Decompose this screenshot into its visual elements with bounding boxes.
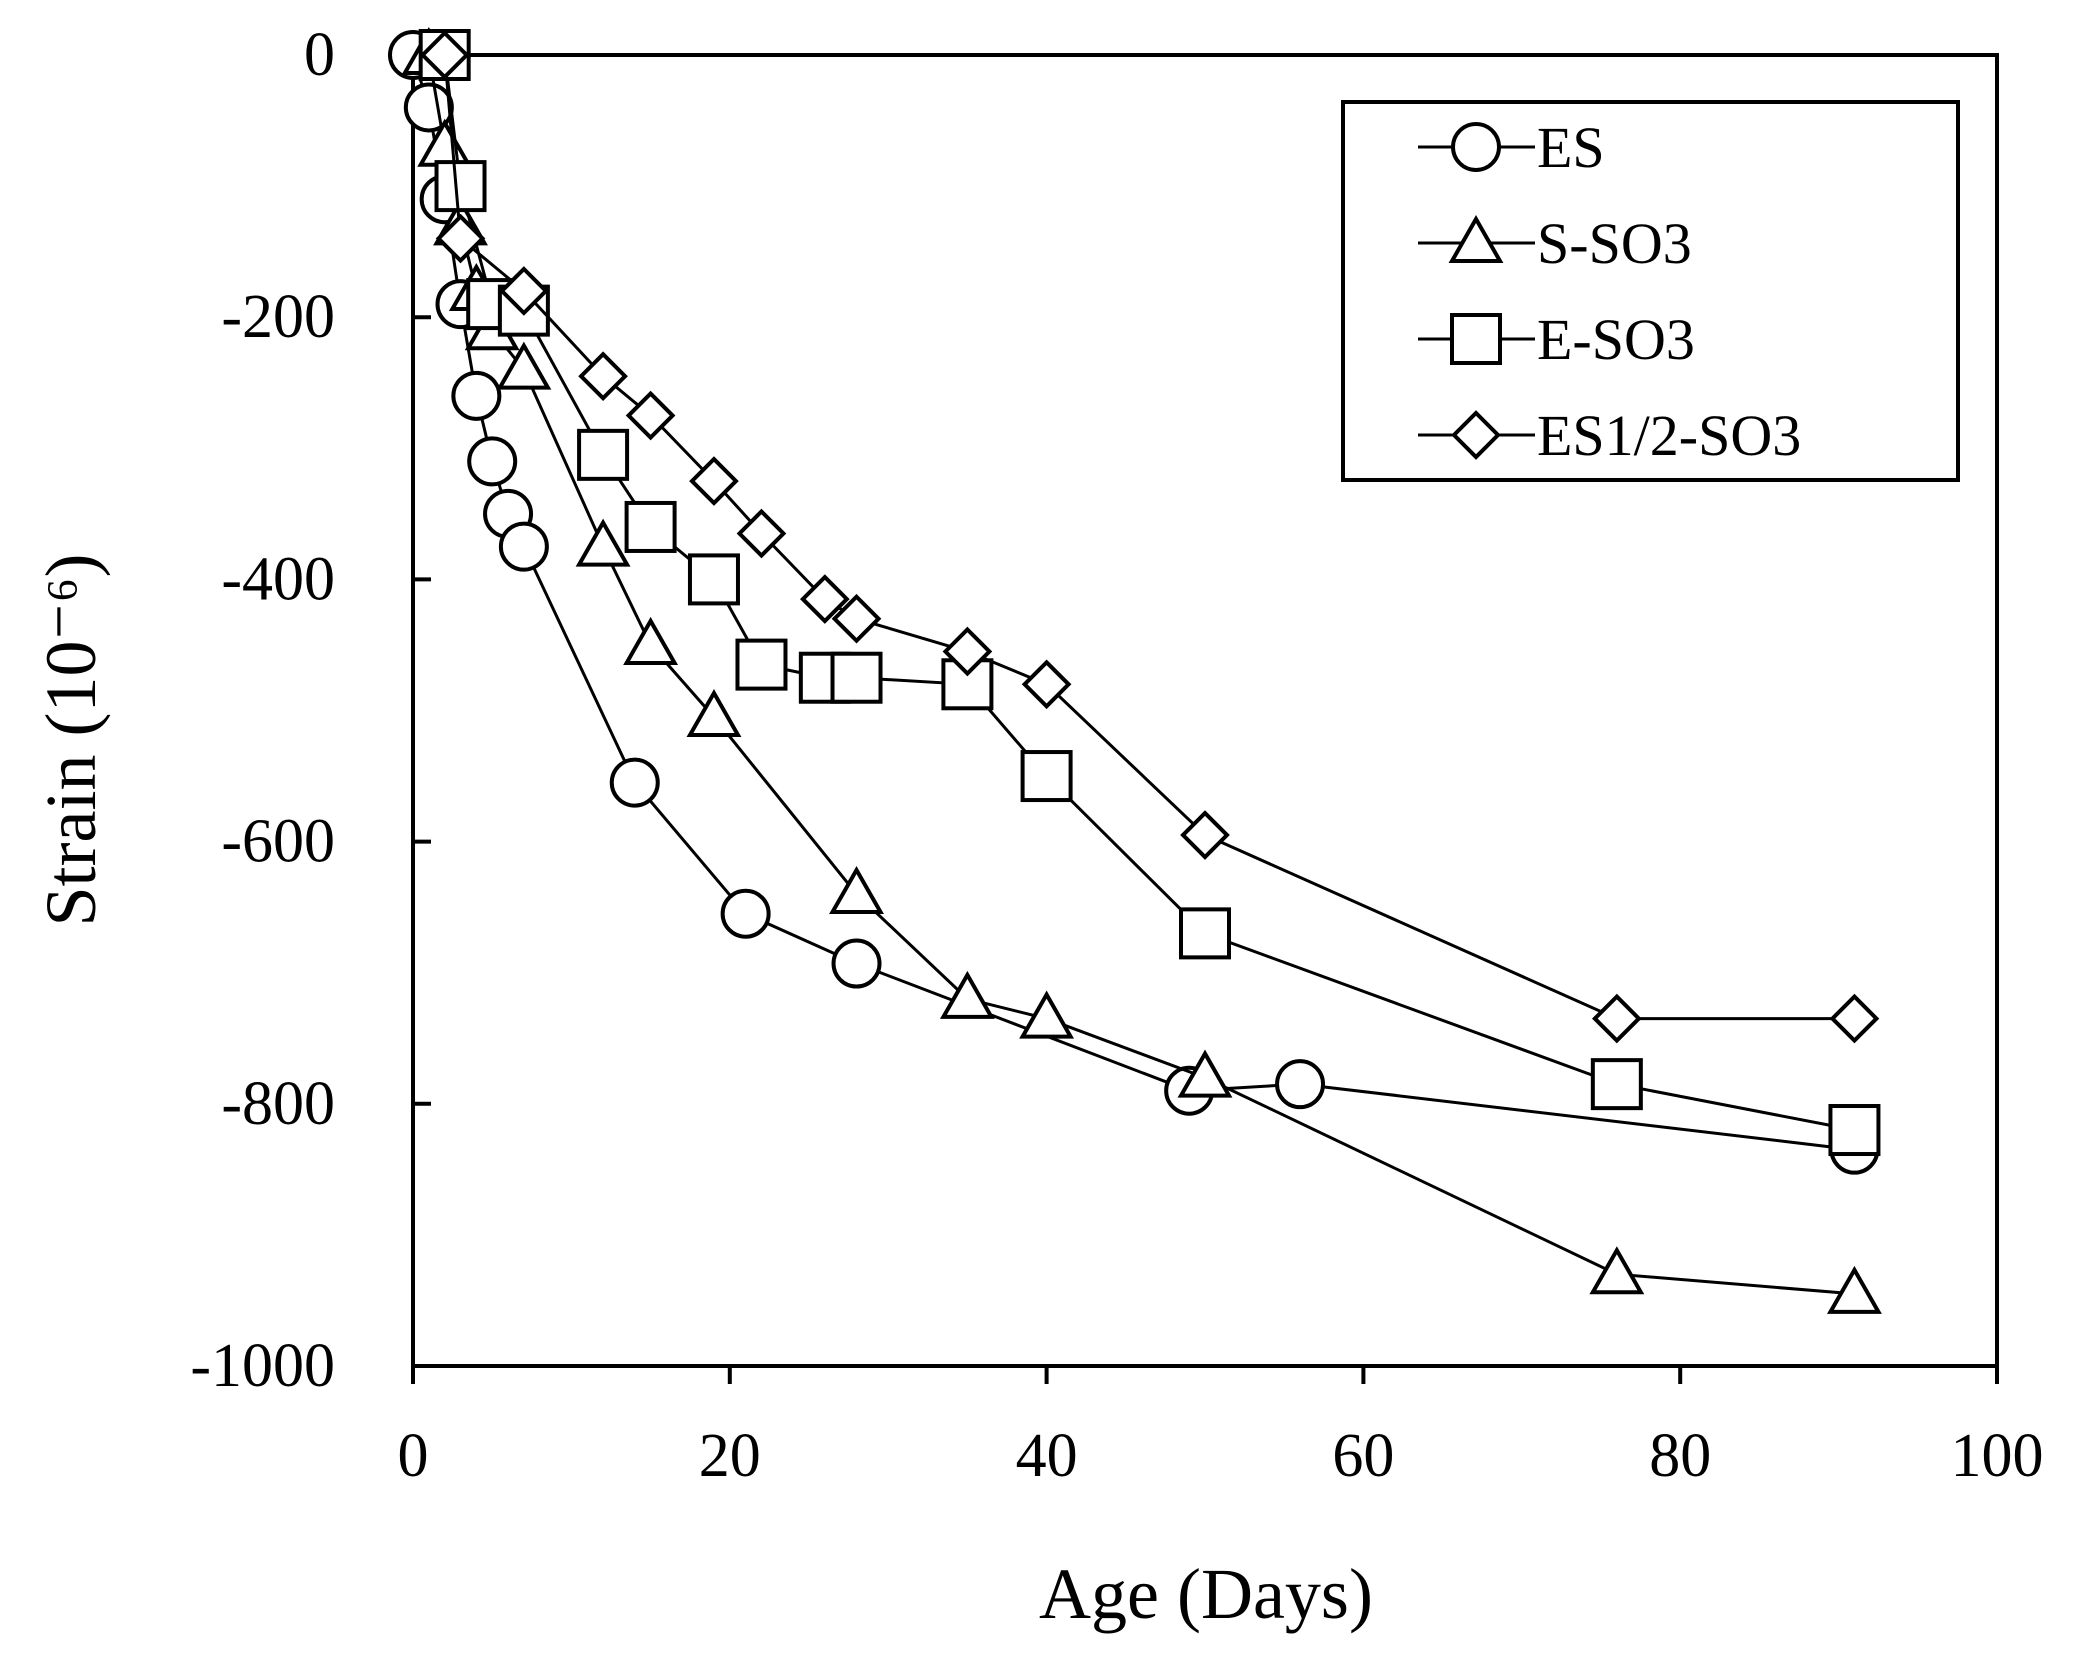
x-tick-label: 0 — [398, 1422, 429, 1490]
plot-area — [411, 53, 1999, 1368]
legend-label: S-SO3 — [1537, 211, 1692, 276]
data-point-triangle — [1019, 990, 1075, 1039]
legend-entry: ES1/2-SO3 — [1418, 403, 1801, 468]
data-point-diamond — [435, 213, 486, 264]
x-axis-ticks: 0 20 40 60 80 100 — [398, 1366, 2044, 1490]
data-point-circle — [1275, 1059, 1326, 1110]
data-point-triangle — [496, 341, 552, 390]
data-point-diamond — [499, 266, 549, 316]
data-point-diamond — [578, 351, 628, 402]
data-point-square — [1828, 1104, 1881, 1157]
data-point-triangle — [575, 518, 631, 567]
data-point-square — [1590, 1058, 1643, 1111]
legend-box — [1341, 100, 1960, 482]
data-point-square — [735, 638, 788, 691]
data-point-circle — [498, 521, 549, 572]
data-point-diamond — [942, 626, 993, 677]
data-point-diamond — [1592, 993, 1642, 1044]
data-point-square — [577, 428, 630, 481]
legend-label: E-SO3 — [1537, 307, 1695, 372]
data-point-square — [1179, 907, 1231, 960]
data-point-triangle — [829, 866, 884, 915]
data-point-diamond — [1021, 659, 1072, 710]
legend-entry: S-SO3 — [1418, 211, 1692, 276]
data-point-triangle — [1589, 1246, 1645, 1295]
y-tick-label: -1000 — [190, 1332, 335, 1400]
legend-marker-circle — [1451, 122, 1501, 172]
legend: ES S-SO3 E-SO3 ES1/2-SO3 — [1341, 100, 1960, 482]
data-point-diamond — [419, 30, 470, 80]
data-point-triangle — [939, 970, 995, 1019]
x-tick-label: 100 — [1951, 1422, 2044, 1490]
data-point-circle — [720, 888, 771, 939]
legend-entry: ES — [1418, 115, 1605, 180]
series-E-SO3 — [418, 29, 1881, 1157]
legend-marker-triangle — [1448, 214, 1504, 263]
x-tick-label: 80 — [1649, 1422, 1711, 1490]
legend-marker-diamond — [1451, 410, 1501, 460]
data-point-diamond — [1829, 993, 1880, 1044]
legend-marker-square — [1450, 313, 1502, 365]
y-tick-label: -400 — [221, 545, 335, 613]
x-axis-title: Age (Days) — [1039, 1554, 1373, 1634]
data-point-square — [687, 553, 740, 606]
data-point-triangle — [1826, 1265, 1882, 1314]
series-ES1/2-SO3 — [419, 30, 1880, 1044]
series-line — [443, 54, 1855, 1021]
data-point-circle — [609, 757, 660, 808]
data-point-triangle — [1177, 1049, 1233, 1098]
y-tick-label: 0 — [304, 21, 335, 89]
data-point-triangle — [686, 689, 742, 738]
data-point-triangle — [623, 616, 679, 665]
data-point-square — [434, 160, 487, 213]
x-tick-label: 20 — [699, 1422, 761, 1490]
y-tick-label: -600 — [221, 808, 335, 876]
y-tick-label: -800 — [221, 1070, 335, 1138]
data-point-diamond — [831, 593, 882, 644]
y-tick-label: -200 — [221, 283, 335, 351]
data-point-circle — [451, 370, 502, 421]
data-point-circle — [467, 436, 518, 487]
data-point-square — [830, 651, 883, 704]
data-point-diamond — [689, 456, 739, 506]
data-point-diamond — [1180, 810, 1230, 860]
legend-label: ES — [1537, 115, 1605, 180]
data-point-diamond — [625, 390, 676, 441]
x-tick-label: 60 — [1332, 1422, 1394, 1490]
data-point-diamond — [800, 574, 850, 624]
legend-entries: ES S-SO3 E-SO3 ES1/2-SO3 — [1418, 115, 1801, 468]
data-point-square — [1020, 750, 1073, 803]
series-layer — [388, 26, 1882, 1314]
data-point-circle — [831, 938, 882, 989]
data-point-square — [624, 500, 677, 553]
data-point-diamond — [736, 508, 787, 559]
x-tick-label: 40 — [1016, 1422, 1078, 1490]
y-axis-title: Strain (10⁻⁶) — [31, 553, 111, 926]
legend-entry: E-SO3 — [1418, 307, 1695, 372]
y-axis-ticks: 0 -200 -400 -600 -800 -1000 — [190, 21, 431, 1400]
plot-frame — [411, 53, 1999, 1368]
legend-label: ES1/2-SO3 — [1537, 403, 1801, 468]
